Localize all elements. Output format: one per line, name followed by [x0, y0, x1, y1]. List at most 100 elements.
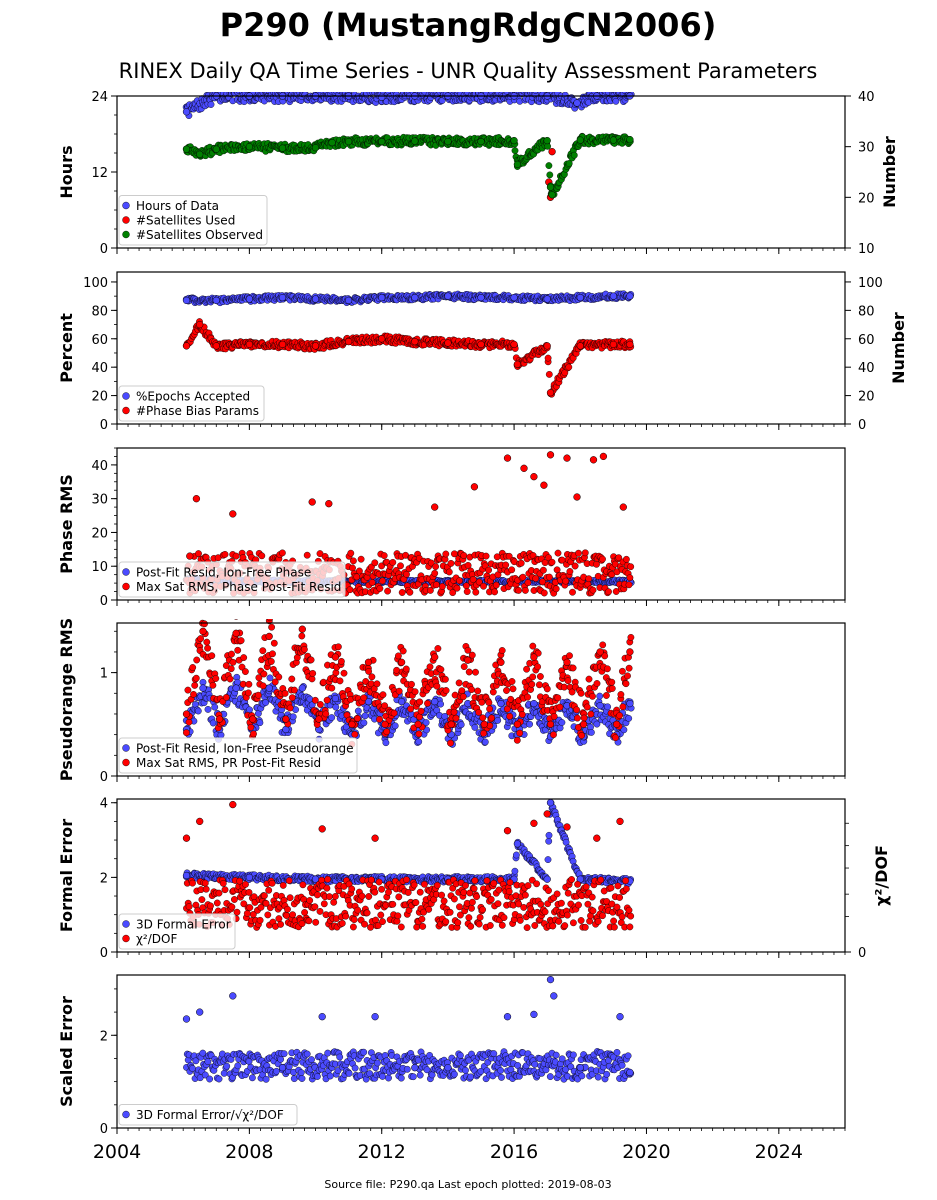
data-point [431, 697, 439, 706]
series-1 [182, 290, 635, 307]
data-point [593, 680, 601, 687]
data-point [608, 685, 616, 692]
data-point [625, 715, 633, 722]
data-point [520, 464, 528, 472]
data-point [226, 675, 234, 683]
data-point [510, 293, 518, 302]
data-point [522, 587, 529, 594]
data-point [232, 629, 240, 637]
data-point [360, 719, 368, 727]
y-tick-label: 40 [91, 459, 108, 474]
data-point [186, 552, 194, 560]
data-point [196, 320, 204, 329]
y-axis-label: Percent [57, 313, 76, 383]
data-point [431, 653, 439, 661]
data-point [336, 677, 344, 685]
data-point [278, 144, 287, 152]
data-point [403, 570, 410, 578]
data-point [537, 673, 544, 680]
data-point [355, 567, 363, 575]
data-point [560, 683, 568, 691]
data-point [627, 563, 635, 571]
data-point [510, 340, 518, 349]
data-point [391, 722, 399, 730]
data-point [599, 555, 606, 563]
data-point [245, 340, 254, 349]
data-point [209, 719, 217, 727]
legend: Post-Fit Resid, Ion-Free PseudorangeMax … [118, 737, 358, 774]
data-point [625, 664, 633, 672]
data-point [212, 145, 220, 153]
data-point [503, 687, 510, 694]
data-point [566, 652, 573, 660]
data-point [578, 732, 585, 739]
data-point [351, 731, 359, 738]
data-point [543, 685, 551, 693]
data-point [390, 709, 398, 717]
data-point [459, 693, 467, 701]
data-point [332, 703, 340, 711]
data-point [524, 693, 531, 701]
data-point [569, 664, 577, 672]
data-point [393, 666, 400, 674]
data-point [534, 663, 541, 671]
data-point [480, 720, 488, 728]
data-point [623, 555, 630, 563]
data-point [182, 108, 191, 116]
legend-marker [122, 406, 130, 415]
data-point [622, 680, 630, 688]
data-point [588, 729, 595, 736]
data-point [576, 293, 584, 302]
data-point [209, 681, 217, 689]
data-point [426, 663, 434, 671]
data-point [558, 719, 566, 726]
data-point [548, 191, 556, 199]
data-point [376, 585, 384, 592]
data-point [596, 648, 604, 656]
data-point [529, 673, 537, 681]
data-point [288, 675, 296, 683]
data-point [244, 689, 252, 697]
data-point [563, 454, 571, 462]
data-point [298, 632, 306, 640]
data-point [434, 645, 442, 652]
data-point [249, 715, 257, 723]
y-tick-label: 40 [91, 361, 108, 376]
data-point [585, 675, 593, 683]
legend-label: #Satellites Used [136, 214, 235, 228]
data-point [617, 691, 625, 698]
data-point [603, 692, 610, 699]
data-point [269, 650, 276, 658]
data-point [378, 137, 386, 146]
series-1 [182, 92, 635, 120]
data-point [289, 713, 297, 721]
data-point [488, 714, 495, 722]
data-point [543, 136, 551, 145]
data-point [627, 634, 635, 641]
marker-layer [182, 290, 635, 398]
data-point [548, 148, 556, 156]
data-point [528, 680, 536, 688]
data-point [458, 687, 466, 695]
data-point [192, 674, 200, 682]
y-tick-label: 60 [91, 333, 108, 348]
data-point [543, 295, 551, 303]
data-point [240, 654, 248, 661]
data-point [199, 627, 207, 635]
data-point [229, 658, 237, 666]
data-point [545, 162, 553, 170]
data-point [265, 632, 273, 641]
y-axis-label: Hours [57, 145, 76, 198]
legend: %Epochs Accepted#Phase Bias Params [118, 385, 265, 422]
data-point [433, 682, 441, 690]
data-point [573, 706, 580, 714]
data-point [398, 589, 406, 596]
data-point [254, 691, 262, 699]
data-point [455, 679, 463, 687]
data-point [515, 587, 522, 594]
data-point [494, 717, 502, 724]
data-point [486, 705, 493, 713]
data-point [497, 699, 505, 708]
